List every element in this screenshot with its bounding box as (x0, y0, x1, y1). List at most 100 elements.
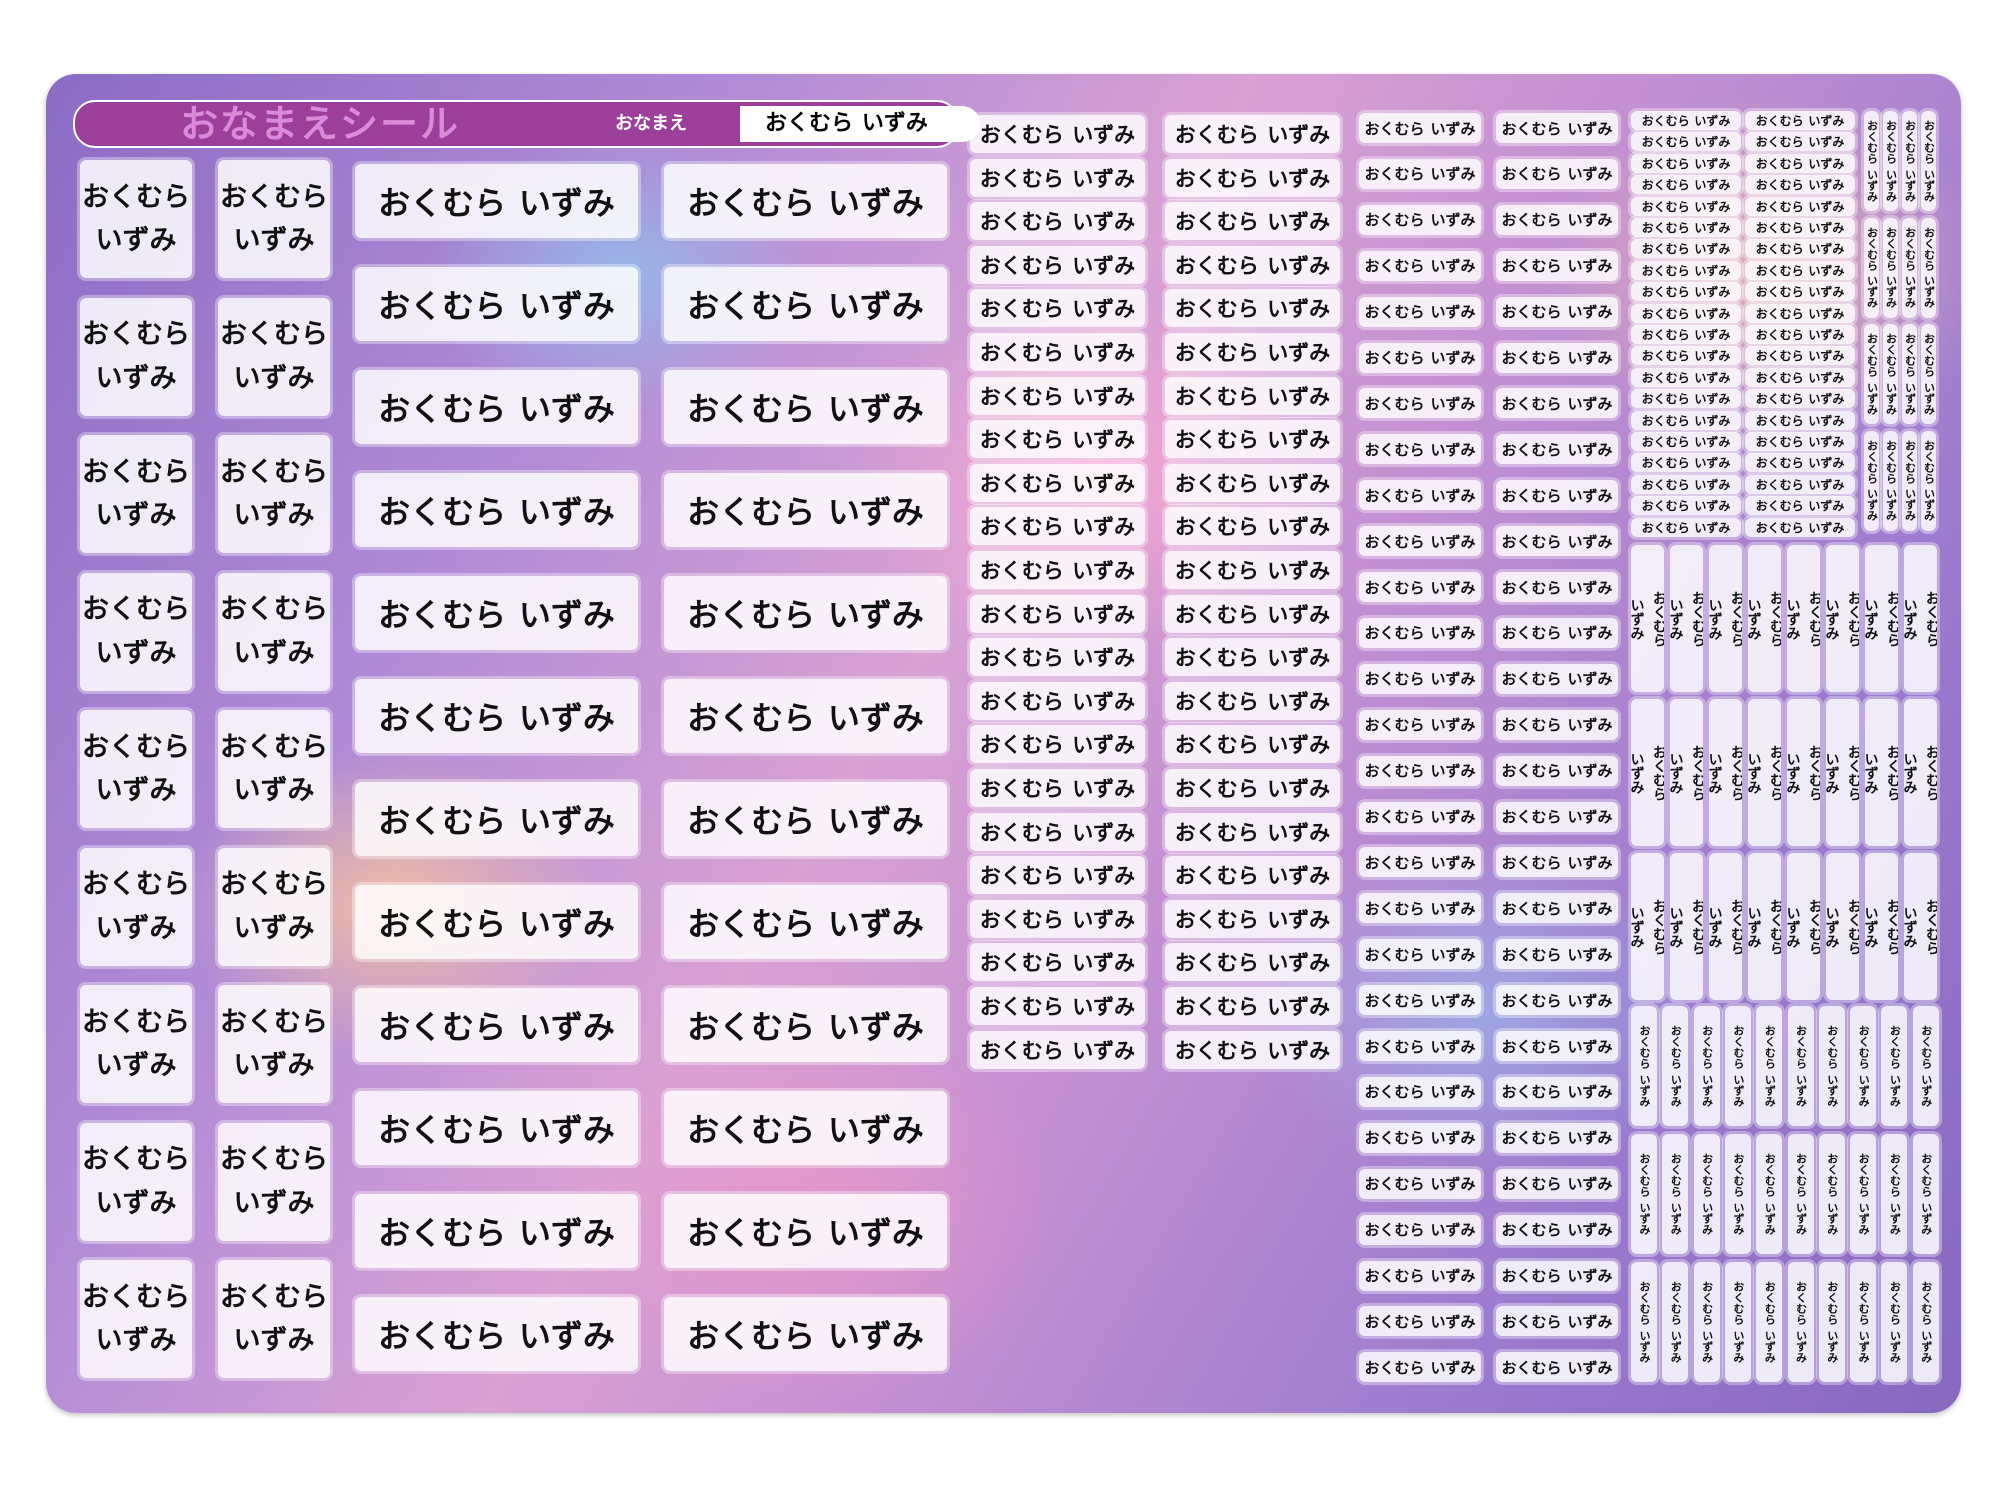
given-name: いずみ (1072, 820, 1136, 845)
family-name: おくむら (1755, 221, 1804, 235)
given-name: いずみ (1904, 905, 1918, 948)
given-name: いずみ (1694, 242, 1731, 257)
name-sticker: おくむら いずみ (1359, 847, 1481, 878)
name-sticker: おくむら いずみ (970, 376, 1145, 415)
family-name: おくむら (1174, 733, 1259, 758)
given-name: いずみ (1669, 1201, 1683, 1235)
given-name: いずみ (1857, 1329, 1871, 1363)
name-sticker: おくむら いずみ (1745, 239, 1855, 259)
family-name: おくむら (979, 166, 1064, 191)
given-name: いずみ (1731, 1073, 1745, 1107)
family-name: おくむら (1922, 120, 1936, 165)
given-name: いずみ (1267, 864, 1331, 889)
name-sticker: おくむら いずみ (1662, 1006, 1689, 1126)
name-sticker: おくむら いずみ (1165, 333, 1340, 371)
family-name: おくむら (1755, 242, 1804, 257)
given-name: いずみ (1748, 597, 1762, 640)
given-name: いずみ (1072, 777, 1136, 801)
name-sticker: おくむら いずみ (664, 885, 947, 959)
given-name: いずみ (1567, 349, 1613, 367)
family-name: おくむら (1806, 590, 1820, 647)
family-name: おくむら (82, 1281, 190, 1313)
name-sticker: おくむら いずみ (1496, 1352, 1618, 1383)
name-sticker: おくむら いずみ (1631, 453, 1741, 473)
name-sticker: おくむら いずみ (1631, 432, 1741, 451)
family-name: おくむら (1174, 123, 1259, 147)
name-sticker: おくむら いずみ (1496, 893, 1618, 924)
given-name: いずみ (1267, 471, 1331, 496)
family-name: おくむら (1865, 439, 1879, 484)
name-sticker: おくむら いずみ (1904, 853, 1937, 1000)
name-sticker: おくむら いずみ (1359, 709, 1481, 740)
given-name: いずみ (95, 637, 177, 669)
given-name: いずみ (1694, 349, 1731, 364)
given-name: いずみ (95, 1187, 177, 1219)
given-name: いずみ (1865, 751, 1879, 794)
given-name: いずみ (1267, 733, 1331, 758)
family-name: おくむら (82, 594, 190, 626)
given-name: いずみ (1694, 306, 1731, 321)
family-name: おくむら (82, 1144, 190, 1176)
name-sticker: おくむら いずみ (355, 679, 638, 753)
family-name: おくむら (1641, 435, 1690, 449)
given-name: いずみ (1567, 440, 1613, 459)
name-sticker: おくむら いずみ (1359, 1076, 1481, 1107)
name-sticker: おくむら いずみ (1724, 1006, 1751, 1126)
given-name: いずみ (1825, 1329, 1839, 1363)
family-name: おくむら (1364, 670, 1425, 689)
name-sticker: おくむら いずみ (1745, 111, 1855, 130)
family-name: おくむら (765, 111, 854, 136)
name-sticker: おくむら いずみ (1359, 985, 1481, 1016)
family-name: おくむら (1501, 486, 1562, 505)
given-name: いずみ (861, 111, 928, 136)
name-sticker: おくむら いずみ (1912, 1006, 1939, 1126)
name-sticker: おくむら いずみ (1745, 218, 1855, 237)
given-name: いずみ (1430, 853, 1476, 872)
name-sticker: おくむら いずみ (1904, 545, 1937, 692)
family-name: おくむら (1501, 303, 1562, 322)
name-sticker: おくむら いずみ (1631, 474, 1741, 494)
given-name: いずみ (518, 1008, 615, 1046)
given-name: いずみ (1808, 477, 1845, 492)
family-name: おくむら (1638, 1281, 1651, 1326)
given-name: いずみ (233, 912, 315, 944)
family-name: おくむら (1884, 898, 1898, 955)
name-sticker: おくむら いずみ (80, 297, 192, 416)
name-sticker: おくむら いずみ (218, 297, 330, 416)
given-name: いずみ (1638, 1073, 1651, 1107)
name-sticker: おくむら いずみ (1165, 594, 1340, 633)
name-sticker: おくむら いずみ (1496, 755, 1618, 786)
given-name: いずみ (1430, 257, 1476, 276)
given-name: いずみ (827, 1214, 924, 1252)
name-sticker: おくむら いずみ (1165, 158, 1340, 197)
name-sticker: おくむら いずみ (1745, 389, 1855, 409)
name-sticker: おくむら いずみ (1165, 681, 1340, 720)
given-name: いずみ (1072, 646, 1136, 671)
family-name: おくむら (1641, 456, 1690, 471)
given-name: いずみ (1567, 532, 1613, 551)
name-sticker: おくむら いずみ (1756, 1006, 1783, 1126)
family-name: おくむら (1364, 808, 1425, 826)
name-sticker: おくむら いずみ (1631, 517, 1741, 537)
given-name: いずみ (1567, 670, 1613, 689)
family-name: おくむら (1501, 1175, 1562, 1194)
name-sticker: おくむら いずみ (1496, 526, 1618, 557)
name-sticker: おくむら いずみ (1359, 1306, 1481, 1337)
given-name: いずみ (95, 1325, 177, 1356)
family-name: おくむら (979, 384, 1064, 409)
given-name: いずみ (1763, 1201, 1777, 1235)
given-name: いずみ (1430, 670, 1476, 689)
family-name: おくむら (1501, 762, 1562, 781)
name-sticker: おくむら いずみ (355, 782, 638, 856)
given-name: いずみ (1567, 119, 1613, 138)
name-sticker: おくむら いずみ (1165, 856, 1340, 895)
name-sticker: おくむら いずみ (1724, 1262, 1751, 1382)
family-name: おくむら (378, 1317, 507, 1355)
family-name: おくむら (1641, 306, 1690, 321)
given-name: いずみ (1430, 899, 1476, 918)
name-sticker: おくむら いずみ (1165, 115, 1340, 153)
family-name: おくむら (1825, 1025, 1839, 1070)
name-sticker: おくむら いずみ (664, 164, 947, 238)
name-sticker: おくむら いずみ (1745, 260, 1855, 280)
family-name: おくむら (1501, 440, 1562, 459)
